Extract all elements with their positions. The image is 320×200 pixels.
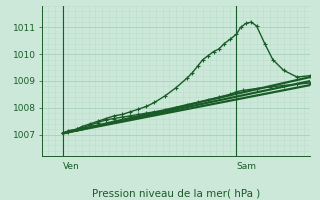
Text: Sam: Sam [236, 162, 256, 171]
Text: Ven: Ven [63, 162, 80, 171]
Text: Pression niveau de la mer( hPa ): Pression niveau de la mer( hPa ) [92, 189, 260, 199]
